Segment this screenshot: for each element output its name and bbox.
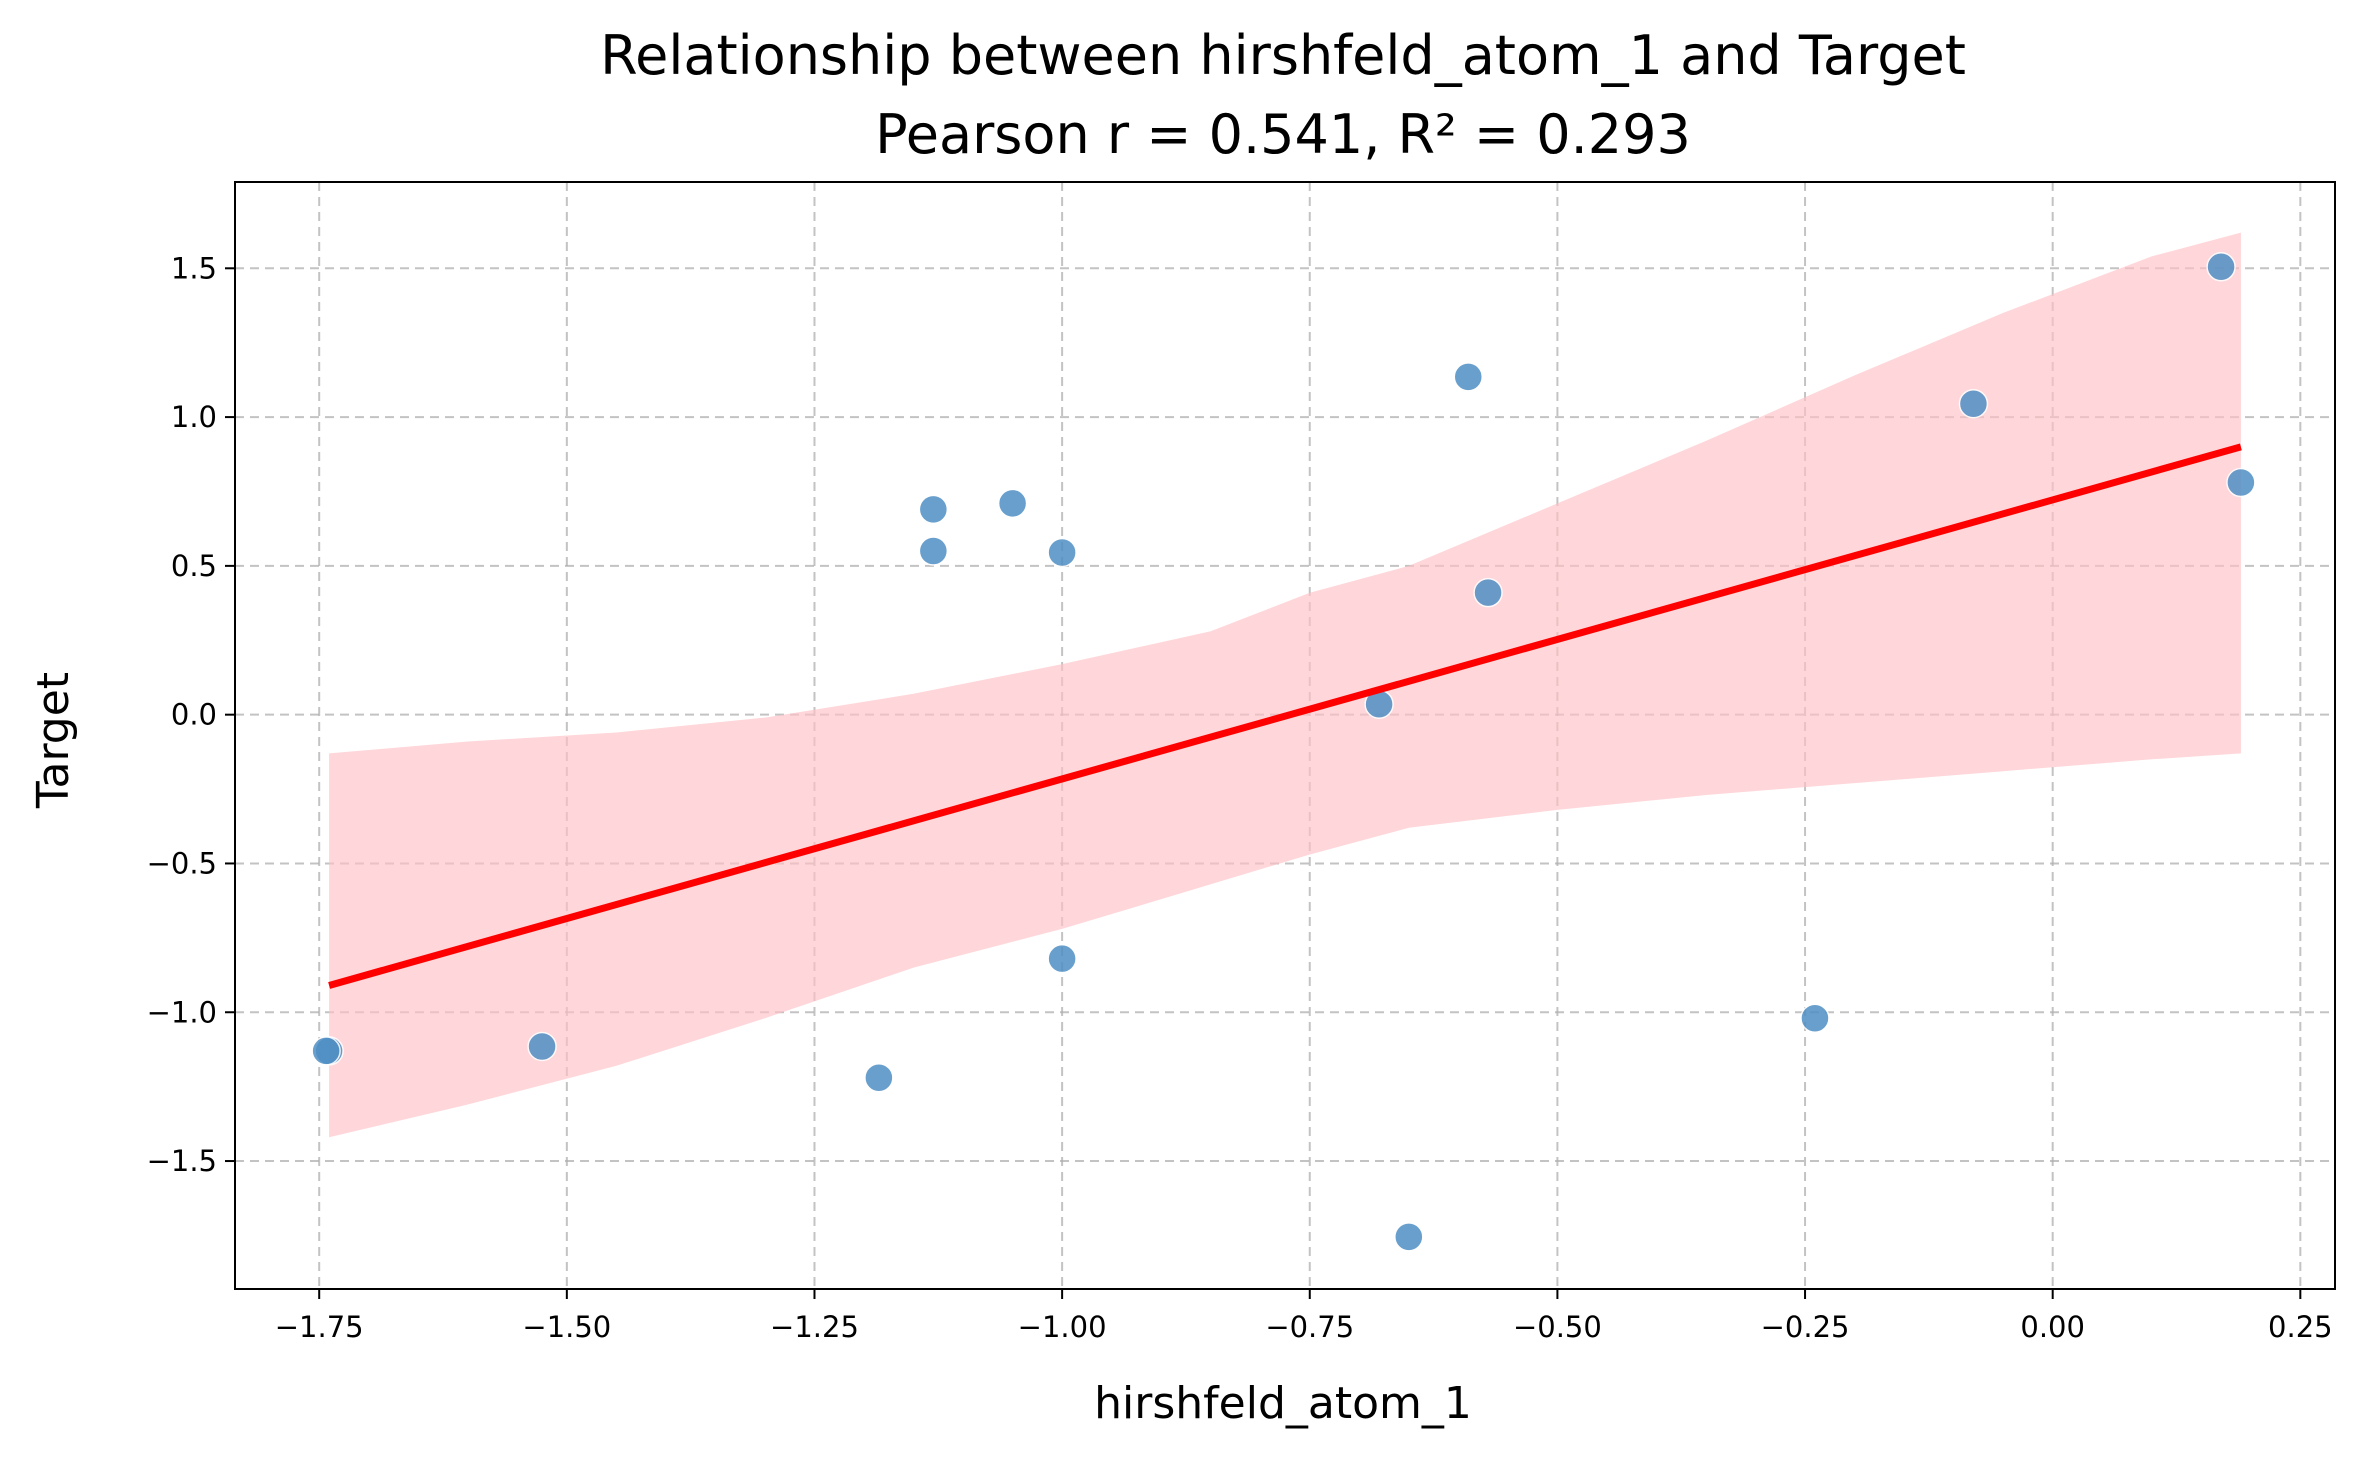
x-tick-label: −0.50 xyxy=(1513,1310,1602,1344)
x-axis-label: hirshfeld_atom_1 xyxy=(1094,1378,1472,1429)
points-layer xyxy=(311,252,2256,1252)
data-point xyxy=(864,1062,894,1093)
x-tick-label: 0.25 xyxy=(2268,1310,2333,1344)
data-point xyxy=(1958,388,1989,419)
y-tick-label: 1.0 xyxy=(171,400,217,434)
data-point xyxy=(997,488,1028,519)
y-tick-label: −1.0 xyxy=(147,995,217,1029)
confidence-band-layer xyxy=(329,232,2241,1138)
x-tick-label: −1.00 xyxy=(1018,1310,1107,1344)
x-tick-label: 0.00 xyxy=(2020,1310,2085,1344)
data-point xyxy=(1800,1003,1830,1033)
y-ticks: −1.5 −1.0 −0.5 0.0 0.5 1.0 1.5 xyxy=(147,251,235,1178)
x-tick-label: −1.50 xyxy=(522,1310,611,1344)
y-tick-label: −1.5 xyxy=(147,1144,217,1178)
y-tick-label: 0.5 xyxy=(171,549,217,583)
regression-line xyxy=(328,443,2242,989)
data-point xyxy=(1453,362,1484,392)
data-point xyxy=(527,1031,557,1062)
y-tick-label: 1.5 xyxy=(171,251,217,285)
data-point xyxy=(1473,577,1503,608)
x-tick-label: −0.25 xyxy=(1761,1310,1850,1344)
y-tick-label: 0.0 xyxy=(171,698,217,732)
y-tick-label: −0.5 xyxy=(147,846,217,880)
data-point xyxy=(1047,943,1077,974)
y-axis-label: Target xyxy=(28,672,79,809)
data-point xyxy=(918,494,949,525)
x-tick-label: −0.75 xyxy=(1265,1310,1354,1344)
data-point xyxy=(311,1036,341,1066)
data-point xyxy=(1394,1222,1424,1252)
x-tick-label: −1.25 xyxy=(770,1310,859,1344)
data-point xyxy=(2226,467,2256,498)
regression-layer xyxy=(328,443,2242,989)
chart-subtitle: Pearson r = 0.541, R² = 0.293 xyxy=(875,103,1691,166)
x-tick-label: −1.75 xyxy=(275,1310,364,1344)
data-point xyxy=(918,536,949,566)
confidence-band xyxy=(329,232,2241,1138)
plot-frame xyxy=(234,181,2336,1290)
x-ticks: −1.75 −1.50 −1.25 −1.00 −0.75 −0.50 −0.25 0.00 0… xyxy=(275,1289,2333,1344)
chart-title: Relationship between hirshfeld_atom_1 an… xyxy=(600,24,1966,87)
data-point xyxy=(1047,537,1077,568)
data-point xyxy=(2206,252,2236,282)
